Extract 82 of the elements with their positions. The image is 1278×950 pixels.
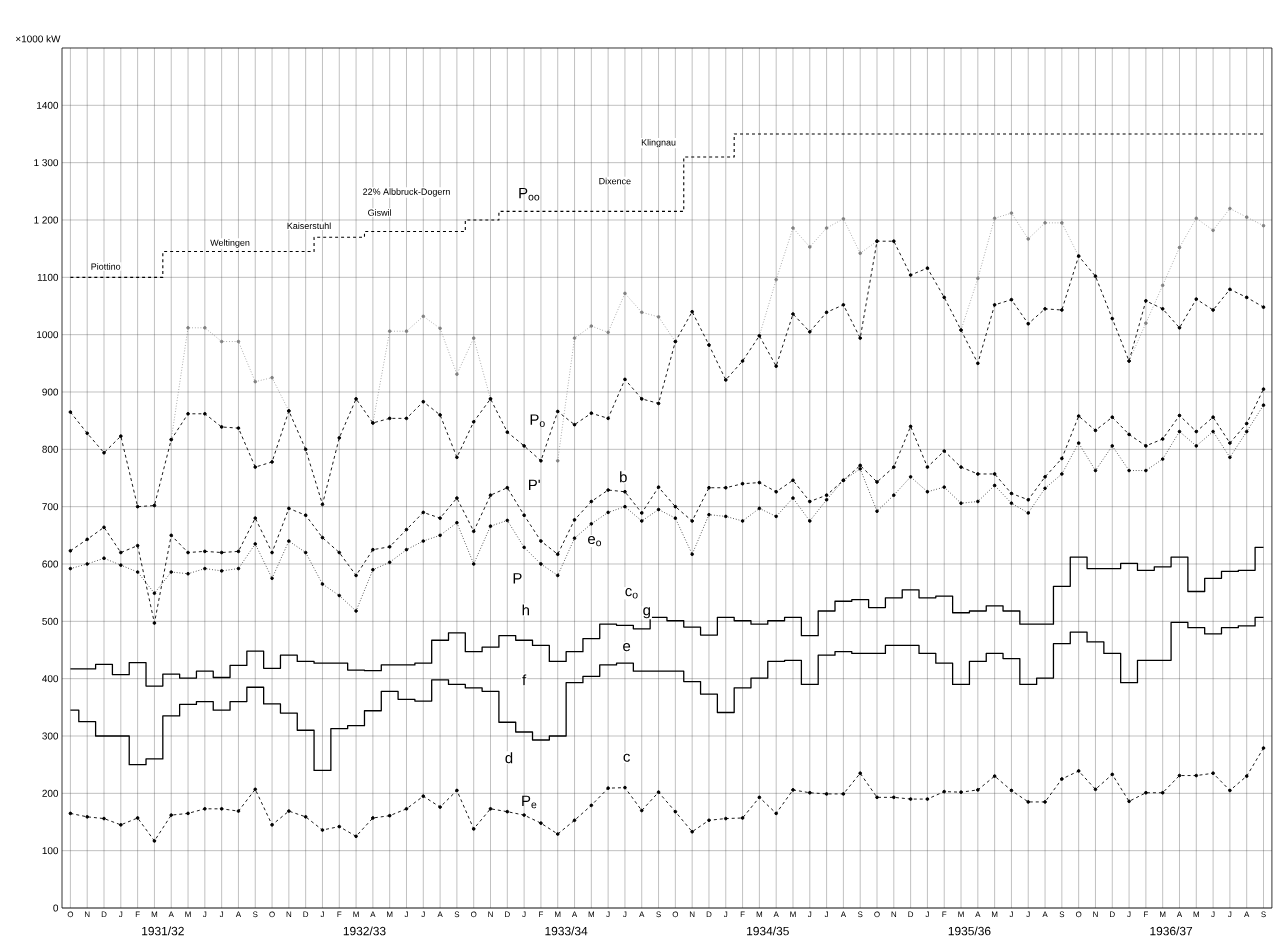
annotation: h [522,604,529,616]
text: 1936/37 [1150,926,1193,936]
point [270,375,274,380]
text: 1932/33 [343,926,386,936]
point [1228,206,1232,211]
y-tick-label: 400 [42,675,59,683]
point [1160,283,1165,288]
point [639,310,644,315]
y-tick-label: 800 [42,445,59,453]
annotation: 22% Albbruck-Dogern [363,188,450,197]
series-label: P$_{e}$ [522,795,537,809]
point [404,329,409,334]
point [1009,211,1014,215]
y-tick-label: 1400 [37,101,59,109]
annotation: Dixence [599,177,631,185]
y-tick-label: 700 [42,503,59,511]
series-label: P' [529,479,540,491]
series-label: P [513,573,522,584]
point [387,329,392,334]
y-tick-label: 1 300 [34,159,59,167]
y-tick-label: 600 [42,560,59,568]
y-tick-label: 500 [42,617,59,625]
annotation: Giswil [368,209,391,216]
point [1244,215,1249,219]
y-tick-label: 0 [53,904,59,912]
point [219,339,224,344]
annotation: f [522,674,527,686]
point [186,325,190,330]
annotation: c [623,753,630,762]
point [203,325,207,330]
y-tick-label: 300 [42,732,59,740]
y-tick-label: 100 [42,847,59,855]
point [589,324,594,328]
text: 1935/36 [948,926,991,936]
point [606,330,610,335]
annotation: d [505,752,513,764]
point [791,226,795,230]
point [807,245,812,249]
point [236,339,241,344]
point [824,226,829,230]
point [1261,223,1266,228]
point [992,216,997,221]
point [656,315,661,319]
point [1026,237,1031,241]
point [1211,228,1215,233]
y-tick-label: 1000 [37,331,59,339]
annotation: Piottino [91,263,121,270]
annotation: g [643,607,650,619]
point [774,277,778,282]
annotation: Kaiserstuhl [287,222,331,230]
point [438,326,442,331]
text: 1933/34 [545,926,588,936]
y-axis-title: ×1000 kW [16,35,61,43]
point [455,372,459,377]
annotation: Weltingen [210,239,250,248]
point [1144,321,1148,325]
text: 1934/35 [747,926,789,936]
point [976,276,980,281]
point [1060,221,1064,225]
series-label: P$_{oo}$ [519,187,540,201]
point [253,379,258,384]
annotation: e [623,643,631,652]
point [421,314,426,319]
y-tick-label: 900 [42,388,59,396]
point [623,291,627,296]
point [858,251,862,256]
point [1043,221,1047,225]
text: 1931/32 [142,926,184,936]
point [471,336,476,340]
annotation: c$_{o}$ [625,588,638,599]
annotation: b [620,471,627,483]
point [572,336,577,340]
series-label: P$_{o}$ [530,414,545,427]
y-tick-label: 200 [42,789,59,797]
y-tick-label: 1100 [37,273,59,281]
point [1177,245,1182,250]
point [555,459,560,463]
y-tick-label: 1 200 [34,216,59,224]
point [1194,216,1199,221]
annotation: Klingnau [641,138,676,148]
point [841,217,846,221]
annotation: e$_{o}$ [588,535,602,547]
